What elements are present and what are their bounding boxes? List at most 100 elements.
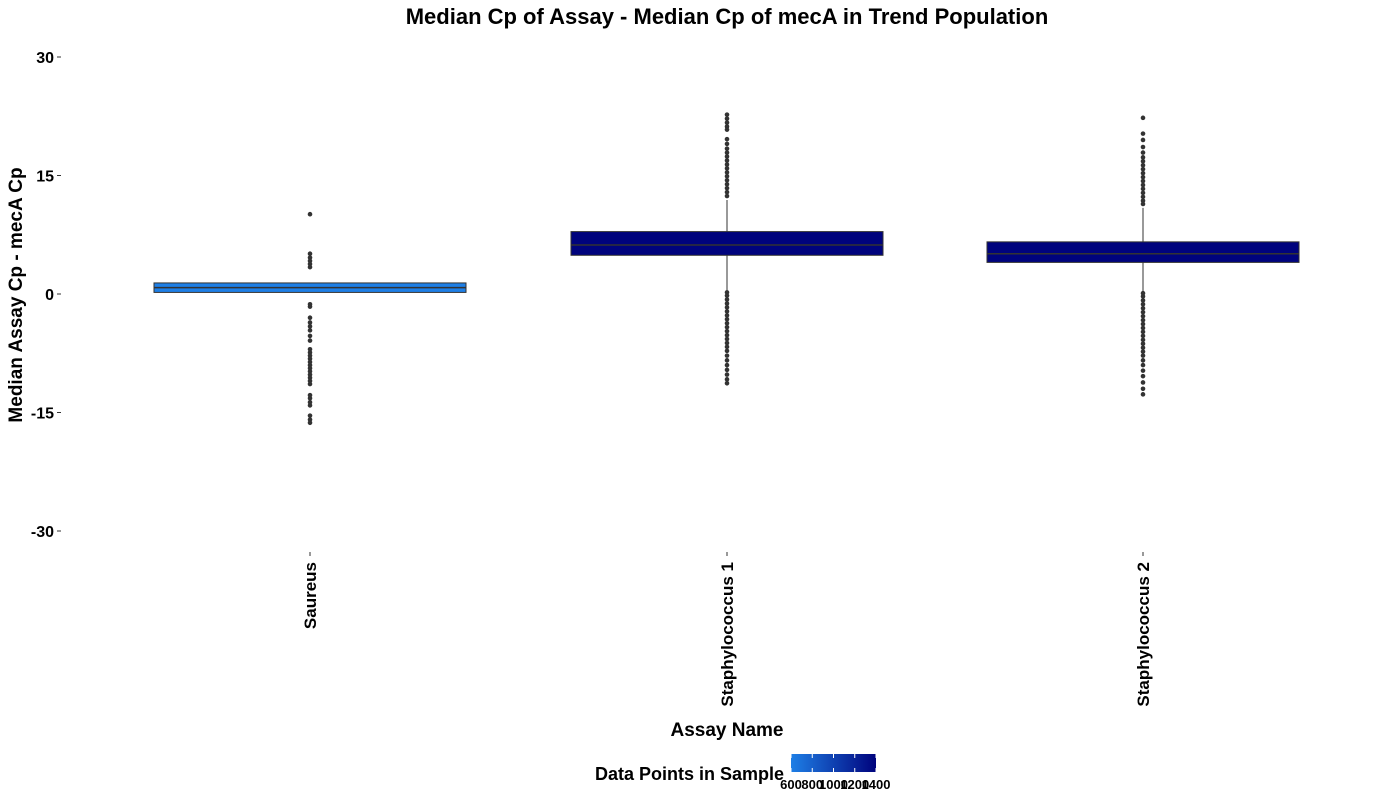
outlier-point xyxy=(1140,150,1146,155)
outlier-point xyxy=(724,158,730,163)
outlier-point xyxy=(724,124,730,129)
outlier-point xyxy=(1140,317,1146,323)
outlier-point xyxy=(307,362,313,368)
box-rect xyxy=(570,231,884,256)
outlier-point xyxy=(1140,174,1146,180)
y-tick-label: 0 xyxy=(45,287,54,304)
legend-tick-label: 800 xyxy=(801,777,823,792)
outlier-point xyxy=(307,375,313,381)
outlier-point xyxy=(724,328,730,334)
box-1 xyxy=(153,211,467,426)
outlier-point xyxy=(724,305,730,310)
outlier-point xyxy=(724,380,730,386)
y-axis-label: Median Assay Cp - mecA Cp xyxy=(6,167,27,422)
outlier-point xyxy=(724,136,730,142)
outlier-point xyxy=(1140,290,1146,296)
outlier-point xyxy=(1140,115,1146,121)
outlier-point xyxy=(724,181,730,187)
outlier-point xyxy=(307,378,313,384)
outlier-point xyxy=(307,369,313,374)
outlier-point xyxy=(724,127,730,132)
outlier-point xyxy=(307,417,313,422)
outlier-point xyxy=(1140,162,1146,168)
outlier-point xyxy=(1140,298,1146,303)
outlier-point xyxy=(1140,182,1146,188)
outlier-point xyxy=(307,392,313,398)
outlier-point xyxy=(724,362,730,368)
outlier-point xyxy=(1140,301,1146,307)
outlier-point xyxy=(1140,349,1146,354)
legend-colorbar xyxy=(791,754,876,772)
y-tick-label: -15 xyxy=(31,406,54,423)
outlier-point xyxy=(724,367,730,373)
outlier-point xyxy=(1140,325,1146,331)
outlier-point xyxy=(1140,386,1146,392)
outlier-point xyxy=(724,173,730,179)
outlier-point xyxy=(307,356,313,362)
outlier-point xyxy=(724,193,730,199)
outlier-point xyxy=(1140,358,1146,363)
y-axis: 30 15 0 -15 -30 xyxy=(31,50,61,541)
outlier-point xyxy=(307,395,313,401)
outlier-point xyxy=(307,365,313,371)
outlier-point xyxy=(307,338,313,343)
outlier-point xyxy=(307,347,313,352)
outlier-point xyxy=(1140,333,1146,339)
outlier-point xyxy=(1140,313,1146,319)
outlier-point xyxy=(724,189,730,195)
outlier-point xyxy=(1140,368,1146,373)
outlier-point xyxy=(307,264,313,270)
outlier-point xyxy=(307,324,313,329)
outlier-point xyxy=(1140,329,1146,335)
outlier-point xyxy=(724,358,730,363)
outlier-point xyxy=(1140,144,1146,150)
outlier-point xyxy=(307,211,313,217)
x-tick-label: Staphylococcus 2 xyxy=(1134,562,1153,707)
outlier-point xyxy=(1140,198,1146,204)
outlier-point xyxy=(724,297,730,302)
legend-tick-label: 1000 xyxy=(819,777,848,792)
outlier-point xyxy=(1140,158,1146,164)
outlier-point xyxy=(307,333,313,339)
outlier-point xyxy=(724,313,730,318)
box-2 xyxy=(570,112,884,386)
outlier-point xyxy=(1140,392,1146,397)
outlier-point xyxy=(1140,321,1146,327)
outlier-point xyxy=(307,413,313,418)
outlier-point xyxy=(307,251,313,257)
outlier-point xyxy=(1140,345,1146,351)
outlier-point xyxy=(724,146,730,151)
outlier-point xyxy=(1140,362,1146,368)
x-axis-label: Assay Name xyxy=(670,720,783,741)
outlier-point xyxy=(1140,294,1146,299)
outlier-point xyxy=(724,324,730,330)
outlier-point xyxy=(307,372,313,377)
legend-tick-label: 600 xyxy=(780,777,802,792)
outlier-point xyxy=(724,372,730,377)
outlier-point xyxy=(1140,305,1146,311)
outlier-point xyxy=(724,116,730,121)
outlier-point xyxy=(724,353,730,358)
outlier-point xyxy=(307,258,313,264)
outlier-point xyxy=(307,320,313,325)
legend-tick-label: 1400 xyxy=(862,777,891,792)
outlier-point xyxy=(1140,201,1146,207)
outlier-point xyxy=(724,112,730,117)
outlier-point xyxy=(724,290,730,295)
outlier-point xyxy=(307,315,313,321)
outlier-point xyxy=(307,261,313,267)
outlier-point xyxy=(1140,309,1146,315)
outlier-point xyxy=(1140,131,1146,136)
outlier-point xyxy=(307,328,313,333)
outlier-point xyxy=(307,399,313,405)
legend-title: Data Points in Sample xyxy=(595,764,784,784)
x-axis: Saureus Staphylococcus 1 Staphylococcus 2 xyxy=(301,552,1153,707)
y-tick-label: -30 xyxy=(31,524,54,541)
outlier-point xyxy=(307,403,313,408)
outlier-point xyxy=(1140,190,1146,196)
outlier-point xyxy=(1140,353,1146,358)
outlier-point xyxy=(1140,170,1146,176)
box-rect xyxy=(986,241,1300,263)
outlier-point xyxy=(724,162,730,167)
